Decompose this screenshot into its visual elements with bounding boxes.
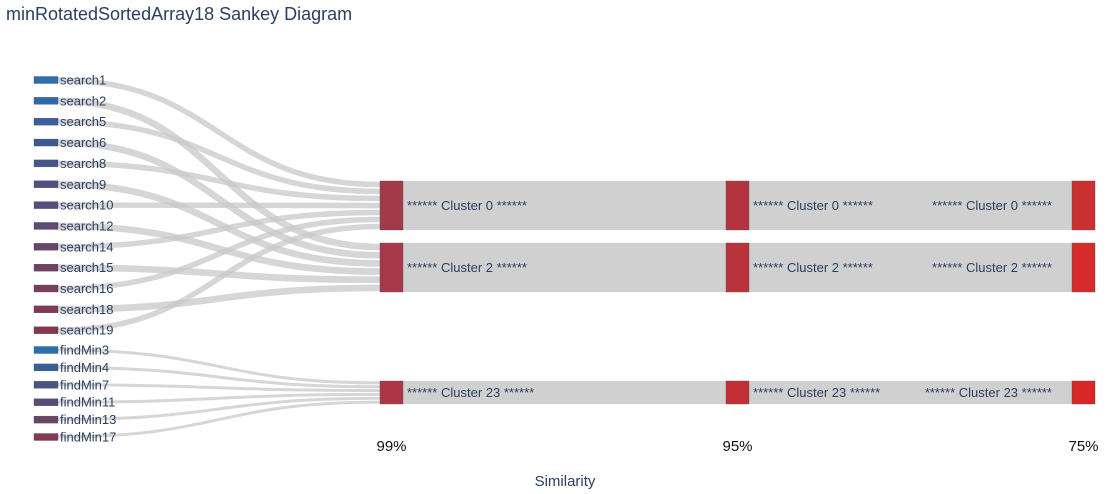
node-search15[interactable] — [34, 264, 58, 271]
cluster-1-label-level-1: ****** Cluster 2 ****** — [753, 260, 873, 275]
cluster-0-label-level-0: ****** Cluster 0 ****** — [407, 198, 527, 213]
node-search10[interactable] — [34, 202, 58, 209]
node-findmin4[interactable] — [34, 364, 58, 371]
chart-title: minRotatedSortedArray18 Sankey Diagram — [6, 4, 352, 24]
node-label-findmin7: findMin7 — [60, 377, 109, 392]
cluster-1-node-level-0[interactable] — [380, 243, 403, 292]
cluster-1-label-level-2: ****** Cluster 2 ****** — [932, 260, 1052, 275]
node-label-findmin17: findMin17 — [60, 430, 116, 445]
node-label-search2: search2 — [60, 93, 106, 108]
node-findmin17[interactable] — [34, 434, 58, 441]
node-label-findmin13: findMin13 — [60, 412, 116, 427]
node-search2[interactable] — [34, 97, 58, 104]
node-label-search1: search1 — [60, 73, 106, 88]
node-search19[interactable] — [34, 327, 58, 334]
cluster-1-label-level-0: ****** Cluster 2 ****** — [407, 260, 527, 275]
cluster-2-label-level-1: ****** Cluster 23 ****** — [753, 385, 880, 400]
node-search9[interactable] — [34, 181, 58, 188]
node-search12[interactable] — [34, 222, 58, 229]
node-label-search16: search16 — [60, 281, 113, 296]
x-tick-label-95: 95% — [722, 438, 752, 455]
node-search6[interactable] — [34, 139, 58, 146]
node-search1[interactable] — [34, 77, 58, 84]
cluster-2-node-level-2[interactable] — [1072, 381, 1095, 404]
node-findmin3[interactable] — [34, 347, 58, 354]
node-search16[interactable] — [34, 285, 58, 292]
cluster-0-node-level-0[interactable] — [380, 181, 403, 230]
node-label-search14: search14 — [60, 239, 113, 254]
x-tick-label-75: 75% — [1068, 438, 1098, 455]
node-search8[interactable] — [34, 160, 58, 167]
node-findmin7[interactable] — [34, 381, 58, 388]
node-label-search6: search6 — [60, 135, 106, 150]
node-label-findmin3: findMin3 — [60, 343, 109, 358]
cluster-2-label-level-2: ****** Cluster 23 ****** — [925, 385, 1052, 400]
node-label-search8: search8 — [60, 156, 106, 171]
node-label-search12: search12 — [60, 218, 113, 233]
cluster-2-node-level-1[interactable] — [726, 381, 749, 404]
node-findmin11[interactable] — [34, 399, 58, 406]
x-tick-label-99: 99% — [376, 438, 406, 455]
node-label-findmin4: findMin4 — [60, 360, 109, 375]
node-search18[interactable] — [34, 306, 58, 313]
node-label-findmin11: findMin11 — [60, 395, 115, 410]
cluster-0-node-level-2[interactable] — [1072, 181, 1095, 230]
node-search5[interactable] — [34, 118, 58, 125]
x-axis-title: Similarity — [535, 473, 596, 490]
cluster-0-node-level-1[interactable] — [726, 181, 749, 230]
cluster-2-node-level-0[interactable] — [380, 381, 403, 404]
node-label-search18: search18 — [60, 302, 113, 317]
links-layer — [58, 80, 1072, 437]
cluster-1-node-level-2[interactable] — [1072, 243, 1095, 292]
node-label-search10: search10 — [60, 198, 113, 213]
node-label-search9: search9 — [60, 177, 106, 192]
node-findmin13[interactable] — [34, 416, 58, 423]
node-search14[interactable] — [34, 243, 58, 250]
cluster-0-label-level-2: ****** Cluster 0 ****** — [932, 198, 1052, 213]
cluster-0-label-level-1: ****** Cluster 0 ****** — [753, 198, 873, 213]
link-search1-to-cluster-0 — [58, 80, 380, 185]
cluster-1-node-level-1[interactable] — [726, 243, 749, 292]
cluster-2-label-level-0: ****** Cluster 23 ****** — [407, 385, 534, 400]
node-label-search5: search5 — [60, 114, 106, 129]
node-label-search15: search15 — [60, 260, 113, 275]
x-axis: 99% 95% 75% — [376, 438, 1098, 455]
node-label-search19: search19 — [60, 323, 113, 338]
